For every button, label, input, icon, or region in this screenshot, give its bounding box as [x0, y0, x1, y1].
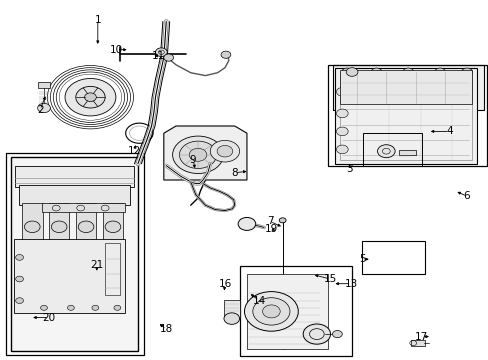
Text: 10: 10 [110, 45, 122, 55]
Text: 6: 6 [463, 191, 469, 201]
Bar [38, 82, 50, 88]
Text: 17: 17 [414, 332, 427, 342]
Circle shape [332, 330, 342, 338]
Bar [339, 72, 471, 160]
Circle shape [336, 127, 347, 136]
Bar [14, 239, 125, 313]
Text: 11: 11 [152, 51, 165, 61]
Text: 20: 20 [42, 312, 55, 323]
Circle shape [163, 54, 173, 61]
Text: 21: 21 [90, 260, 103, 270]
Text: 3: 3 [346, 164, 352, 174]
Circle shape [279, 218, 285, 223]
Text: 15: 15 [323, 274, 336, 284]
Circle shape [155, 48, 167, 57]
Circle shape [303, 324, 330, 344]
Circle shape [16, 298, 23, 303]
Bar [105, 243, 120, 295]
Polygon shape [163, 126, 246, 180]
Bar [327, 65, 486, 166]
Circle shape [370, 68, 381, 76]
Bar [22, 203, 42, 241]
Bar [15, 166, 134, 187]
Circle shape [238, 217, 255, 230]
Circle shape [336, 87, 347, 96]
Text: 13: 13 [344, 279, 357, 289]
Circle shape [262, 305, 280, 318]
Circle shape [51, 221, 67, 233]
Circle shape [221, 51, 230, 58]
Polygon shape [14, 241, 37, 313]
Circle shape [179, 141, 216, 168]
Circle shape [67, 305, 74, 310]
Circle shape [76, 86, 105, 108]
Bar [49, 203, 69, 241]
Circle shape [78, 221, 94, 233]
Bar [410, 340, 425, 346]
Circle shape [461, 68, 471, 76]
Bar [6, 153, 144, 355]
Circle shape [210, 140, 239, 162]
Bar [41, 203, 124, 212]
Text: 2: 2 [37, 105, 43, 115]
Text: 9: 9 [189, 155, 196, 165]
Text: 16: 16 [218, 279, 231, 289]
Bar [362, 133, 421, 166]
Circle shape [172, 136, 223, 174]
Bar [246, 274, 327, 349]
Bar [76, 203, 96, 241]
Circle shape [84, 93, 96, 102]
Circle shape [105, 221, 121, 233]
Circle shape [38, 103, 50, 113]
Circle shape [16, 255, 23, 260]
Circle shape [341, 68, 352, 76]
Bar [19, 185, 130, 205]
Circle shape [16, 276, 23, 282]
Text: 5: 5 [359, 254, 366, 264]
Circle shape [336, 145, 347, 154]
Circle shape [114, 305, 121, 310]
Text: 1: 1 [94, 15, 101, 25]
Circle shape [217, 145, 232, 157]
Bar [11, 157, 138, 351]
Circle shape [92, 305, 99, 310]
Bar [239, 266, 351, 356]
Bar [224, 300, 239, 318]
Circle shape [346, 68, 357, 76]
Polygon shape [332, 65, 483, 110]
Circle shape [252, 298, 289, 325]
Circle shape [402, 68, 413, 76]
Text: 19: 19 [264, 224, 278, 234]
Text: 4: 4 [446, 126, 452, 136]
Text: 18: 18 [159, 324, 173, 334]
Text: 8: 8 [231, 168, 238, 178]
Bar [361, 241, 425, 274]
Text: 7: 7 [266, 216, 273, 226]
Circle shape [41, 305, 47, 310]
Text: 12: 12 [127, 146, 141, 156]
Circle shape [24, 221, 40, 233]
Bar [339, 70, 471, 104]
Bar [102, 203, 123, 241]
Circle shape [224, 313, 239, 324]
Bar [334, 68, 476, 164]
Circle shape [434, 68, 445, 76]
Circle shape [189, 148, 206, 161]
Bar [398, 150, 415, 155]
Circle shape [65, 78, 116, 116]
Circle shape [244, 292, 298, 331]
Text: 14: 14 [252, 296, 265, 306]
Circle shape [336, 109, 347, 118]
Circle shape [377, 145, 394, 158]
